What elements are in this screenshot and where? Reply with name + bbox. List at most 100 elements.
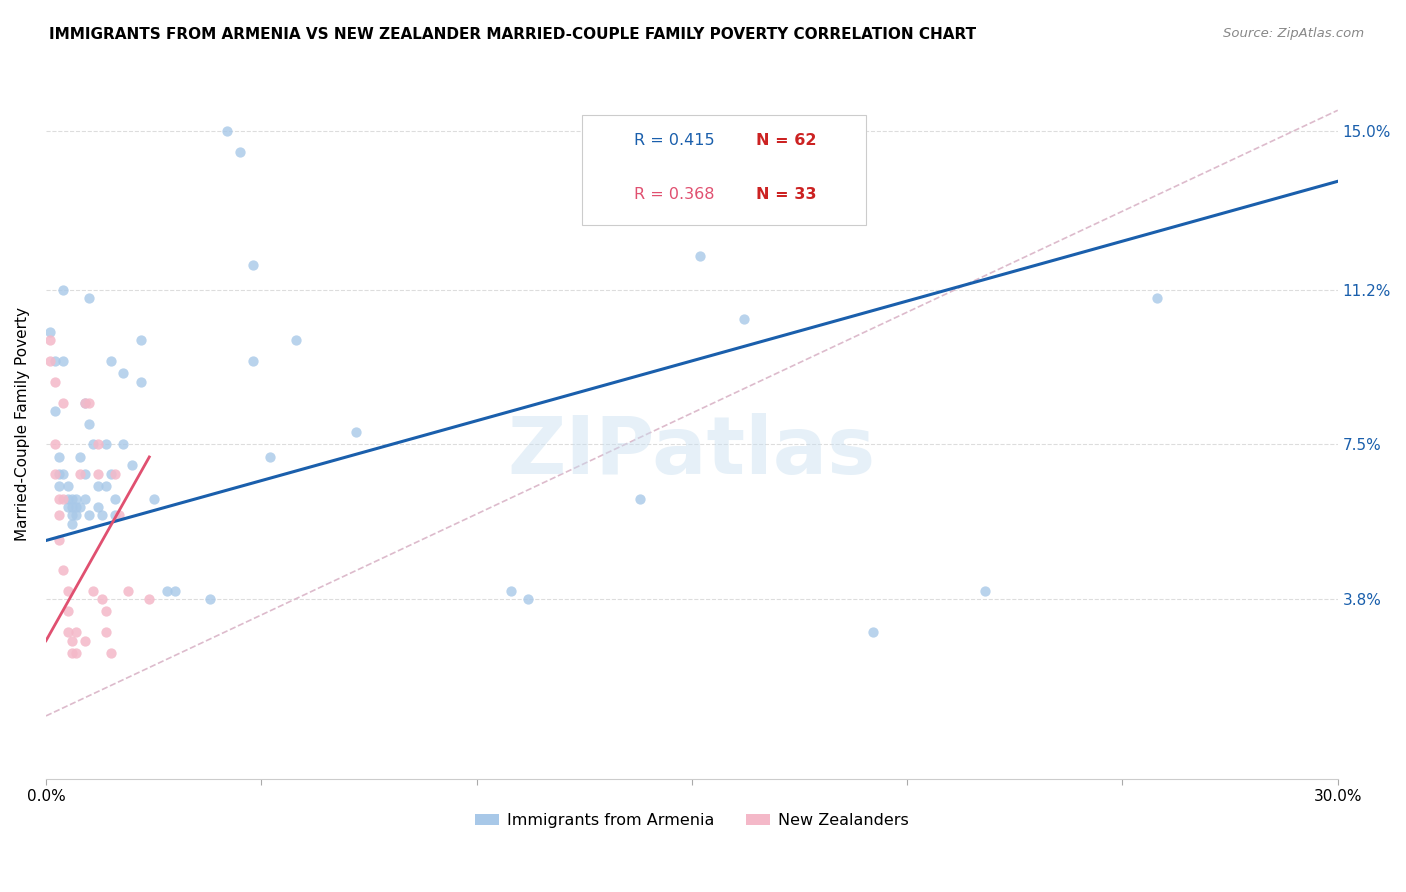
Point — [73, 633, 96, 648]
Point — [82, 583, 104, 598]
Point — [73, 467, 96, 481]
Point — [44, 467, 66, 481]
Point — [104, 491, 127, 506]
Point — [129, 333, 152, 347]
Point — [65, 500, 87, 514]
Point — [129, 375, 152, 389]
Point — [973, 583, 995, 598]
Point — [48, 508, 70, 523]
Point — [44, 404, 66, 418]
Point — [44, 375, 66, 389]
Point — [65, 625, 87, 640]
Point — [52, 395, 75, 409]
Point — [165, 583, 187, 598]
Point — [1146, 291, 1168, 305]
Point — [73, 395, 96, 409]
Point — [60, 516, 83, 531]
Legend: Immigrants from Armenia, New Zealanders: Immigrants from Armenia, New Zealanders — [468, 806, 915, 835]
Point — [65, 508, 87, 523]
Point — [344, 425, 367, 439]
Point — [77, 508, 100, 523]
Point — [60, 500, 83, 514]
Point — [65, 491, 87, 506]
Point — [52, 354, 75, 368]
Point — [96, 479, 118, 493]
Point — [242, 354, 264, 368]
Point — [155, 583, 177, 598]
Point — [77, 291, 100, 305]
Point — [91, 591, 114, 606]
Point — [112, 437, 135, 451]
Point — [82, 437, 104, 451]
Point — [77, 417, 100, 431]
Point — [229, 145, 252, 159]
Point — [69, 467, 91, 481]
Point — [733, 312, 755, 326]
Point — [104, 508, 127, 523]
Point — [198, 591, 221, 606]
Point — [52, 563, 75, 577]
Text: N = 62: N = 62 — [756, 134, 817, 148]
Point — [48, 450, 70, 464]
Point — [96, 605, 118, 619]
Point — [56, 583, 79, 598]
Text: Source: ZipAtlas.com: Source: ZipAtlas.com — [1223, 27, 1364, 40]
Point — [86, 479, 108, 493]
Point — [86, 467, 108, 481]
Point — [60, 633, 83, 648]
Point — [77, 395, 100, 409]
Point — [689, 250, 711, 264]
Point — [112, 367, 135, 381]
Text: R = 0.415: R = 0.415 — [634, 134, 714, 148]
Point — [69, 450, 91, 464]
Text: ZIPatlas: ZIPatlas — [508, 413, 876, 491]
Point — [44, 437, 66, 451]
Point — [52, 491, 75, 506]
Point — [56, 625, 79, 640]
Point — [56, 479, 79, 493]
Point — [60, 646, 83, 660]
Point — [215, 124, 238, 138]
Point — [86, 437, 108, 451]
Point — [56, 500, 79, 514]
Point — [104, 467, 127, 481]
Point — [65, 646, 87, 660]
Point — [39, 325, 62, 339]
Point — [56, 605, 79, 619]
Point — [499, 583, 522, 598]
Point — [52, 467, 75, 481]
Text: IMMIGRANTS FROM ARMENIA VS NEW ZEALANDER MARRIED-COUPLE FAMILY POVERTY CORRELATI: IMMIGRANTS FROM ARMENIA VS NEW ZEALANDER… — [49, 27, 976, 42]
Point — [628, 491, 651, 506]
Point — [48, 479, 70, 493]
Point — [121, 458, 143, 473]
Point — [73, 395, 96, 409]
Text: N = 33: N = 33 — [756, 187, 817, 202]
Point — [100, 467, 122, 481]
Point — [259, 450, 281, 464]
Point — [242, 258, 264, 272]
Point — [142, 491, 165, 506]
Point — [517, 591, 540, 606]
Y-axis label: Married-Couple Family Poverty: Married-Couple Family Poverty — [15, 307, 30, 541]
Point — [100, 354, 122, 368]
Point — [96, 625, 118, 640]
Point — [44, 354, 66, 368]
Point — [52, 283, 75, 297]
Point — [48, 491, 70, 506]
Point — [91, 508, 114, 523]
Point — [100, 646, 122, 660]
Point — [96, 437, 118, 451]
Point — [138, 591, 160, 606]
Point — [39, 354, 62, 368]
Point — [69, 500, 91, 514]
Point — [73, 491, 96, 506]
Text: R = 0.368: R = 0.368 — [634, 187, 714, 202]
Point — [284, 333, 307, 347]
Point — [117, 583, 139, 598]
Point — [108, 508, 131, 523]
Point — [862, 625, 884, 640]
Point — [56, 491, 79, 506]
FancyBboxPatch shape — [582, 115, 866, 225]
Point — [86, 500, 108, 514]
Point — [60, 491, 83, 506]
